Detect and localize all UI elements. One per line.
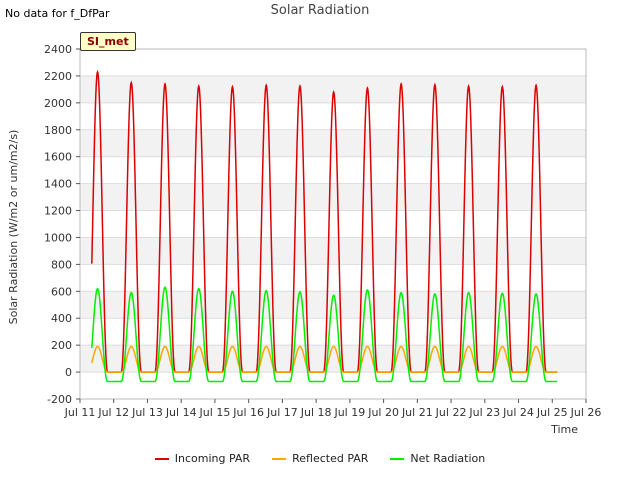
legend-item-net-radiation: Net Radiation — [390, 452, 485, 465]
x-axis-ticks: Jul 11 Jul 12 Jul 13 Jul 14 Jul 15 Jul 16 Jul … — [64, 399, 602, 419]
x-tick-label: Jul 13 — [131, 406, 163, 419]
x-tick-label: Jul 18 — [300, 406, 332, 419]
x-tick-label: Jul 19 — [333, 406, 365, 419]
grid-band — [80, 129, 586, 157]
net-radiation-line — [91, 286, 558, 383]
y-axis-label: Solar Radiation (W/m2 or um/m2/s) — [7, 130, 20, 325]
x-tick-label: Jul 23 — [468, 406, 500, 419]
x-tick-label: Jul 15 — [199, 406, 231, 419]
x-tick-label: Jul 11 — [64, 406, 96, 419]
x-tick-label: Jul 24 — [502, 406, 534, 419]
legend-item-reflected-par: Reflected PAR — [272, 452, 368, 465]
y-tick-label: 1800 — [44, 124, 72, 137]
y-tick-label: 1600 — [44, 151, 72, 164]
y-tick-label: 600 — [51, 285, 72, 298]
y-tick-label: -200 — [47, 393, 72, 406]
x-tick-label: Jul 25 — [536, 406, 568, 419]
y-tick-label: 200 — [51, 339, 72, 352]
x-tick-label: Jul 22 — [435, 406, 467, 419]
x-tick-label: Jul 20 — [367, 406, 399, 419]
grid-band — [80, 237, 586, 265]
y-tick-label: 400 — [51, 312, 72, 325]
x-tick-label: Jul 17 — [266, 406, 298, 419]
x-tick-label: Jul 26 — [570, 406, 602, 419]
x-axis-label: Time — [550, 423, 578, 436]
y-tick-label: 2400 — [44, 43, 72, 56]
y-tick-label: 1000 — [44, 231, 72, 244]
legend-label-reflected-par: Reflected PAR — [292, 452, 369, 465]
legend-swatch-reflected-par — [272, 457, 287, 460]
legend-label-net-radiation: Net Radiation — [410, 452, 486, 465]
grid-bands — [80, 75, 586, 373]
x-tick-label: Jul 16 — [232, 406, 264, 419]
grid-band — [80, 345, 586, 373]
y-tick-label: 2000 — [44, 97, 72, 110]
grid-band — [80, 183, 586, 211]
y-tick-label: 800 — [51, 258, 72, 271]
x-tick-label: Jul 14 — [165, 406, 197, 419]
incoming-par-line — [91, 69, 558, 373]
site-badge: SI_met — [80, 32, 136, 51]
series-lines — [91, 69, 558, 383]
y-tick-label: 1400 — [44, 178, 72, 191]
chart-title: Solar Radiation — [270, 3, 370, 18]
y-tick-label: 1200 — [44, 205, 72, 218]
y-tick-label: 0 — [65, 366, 72, 379]
x-tick-label: Jul 21 — [401, 406, 433, 419]
reflected-par-line — [91, 345, 558, 373]
legend-item-incoming-par: Incoming PAR — [154, 452, 251, 465]
no-data-note: No data for f_DfPar — [5, 7, 110, 20]
plot-frame — [79, 48, 587, 400]
legend-label-incoming-par: Incoming PAR — [174, 452, 251, 465]
y-axis-ticks: -200 0 200 400 600 800 1000 1200 1400 1600 1800 200… — [44, 43, 80, 406]
y-tick-label: 2200 — [44, 70, 72, 83]
legend-swatch-net-radiation — [390, 457, 405, 460]
legend-swatch-incoming-par — [154, 457, 169, 460]
x-tick-label: Jul 12 — [97, 406, 129, 419]
legend: Incoming PAR Reflected PAR Net Radiation — [0, 452, 640, 465]
